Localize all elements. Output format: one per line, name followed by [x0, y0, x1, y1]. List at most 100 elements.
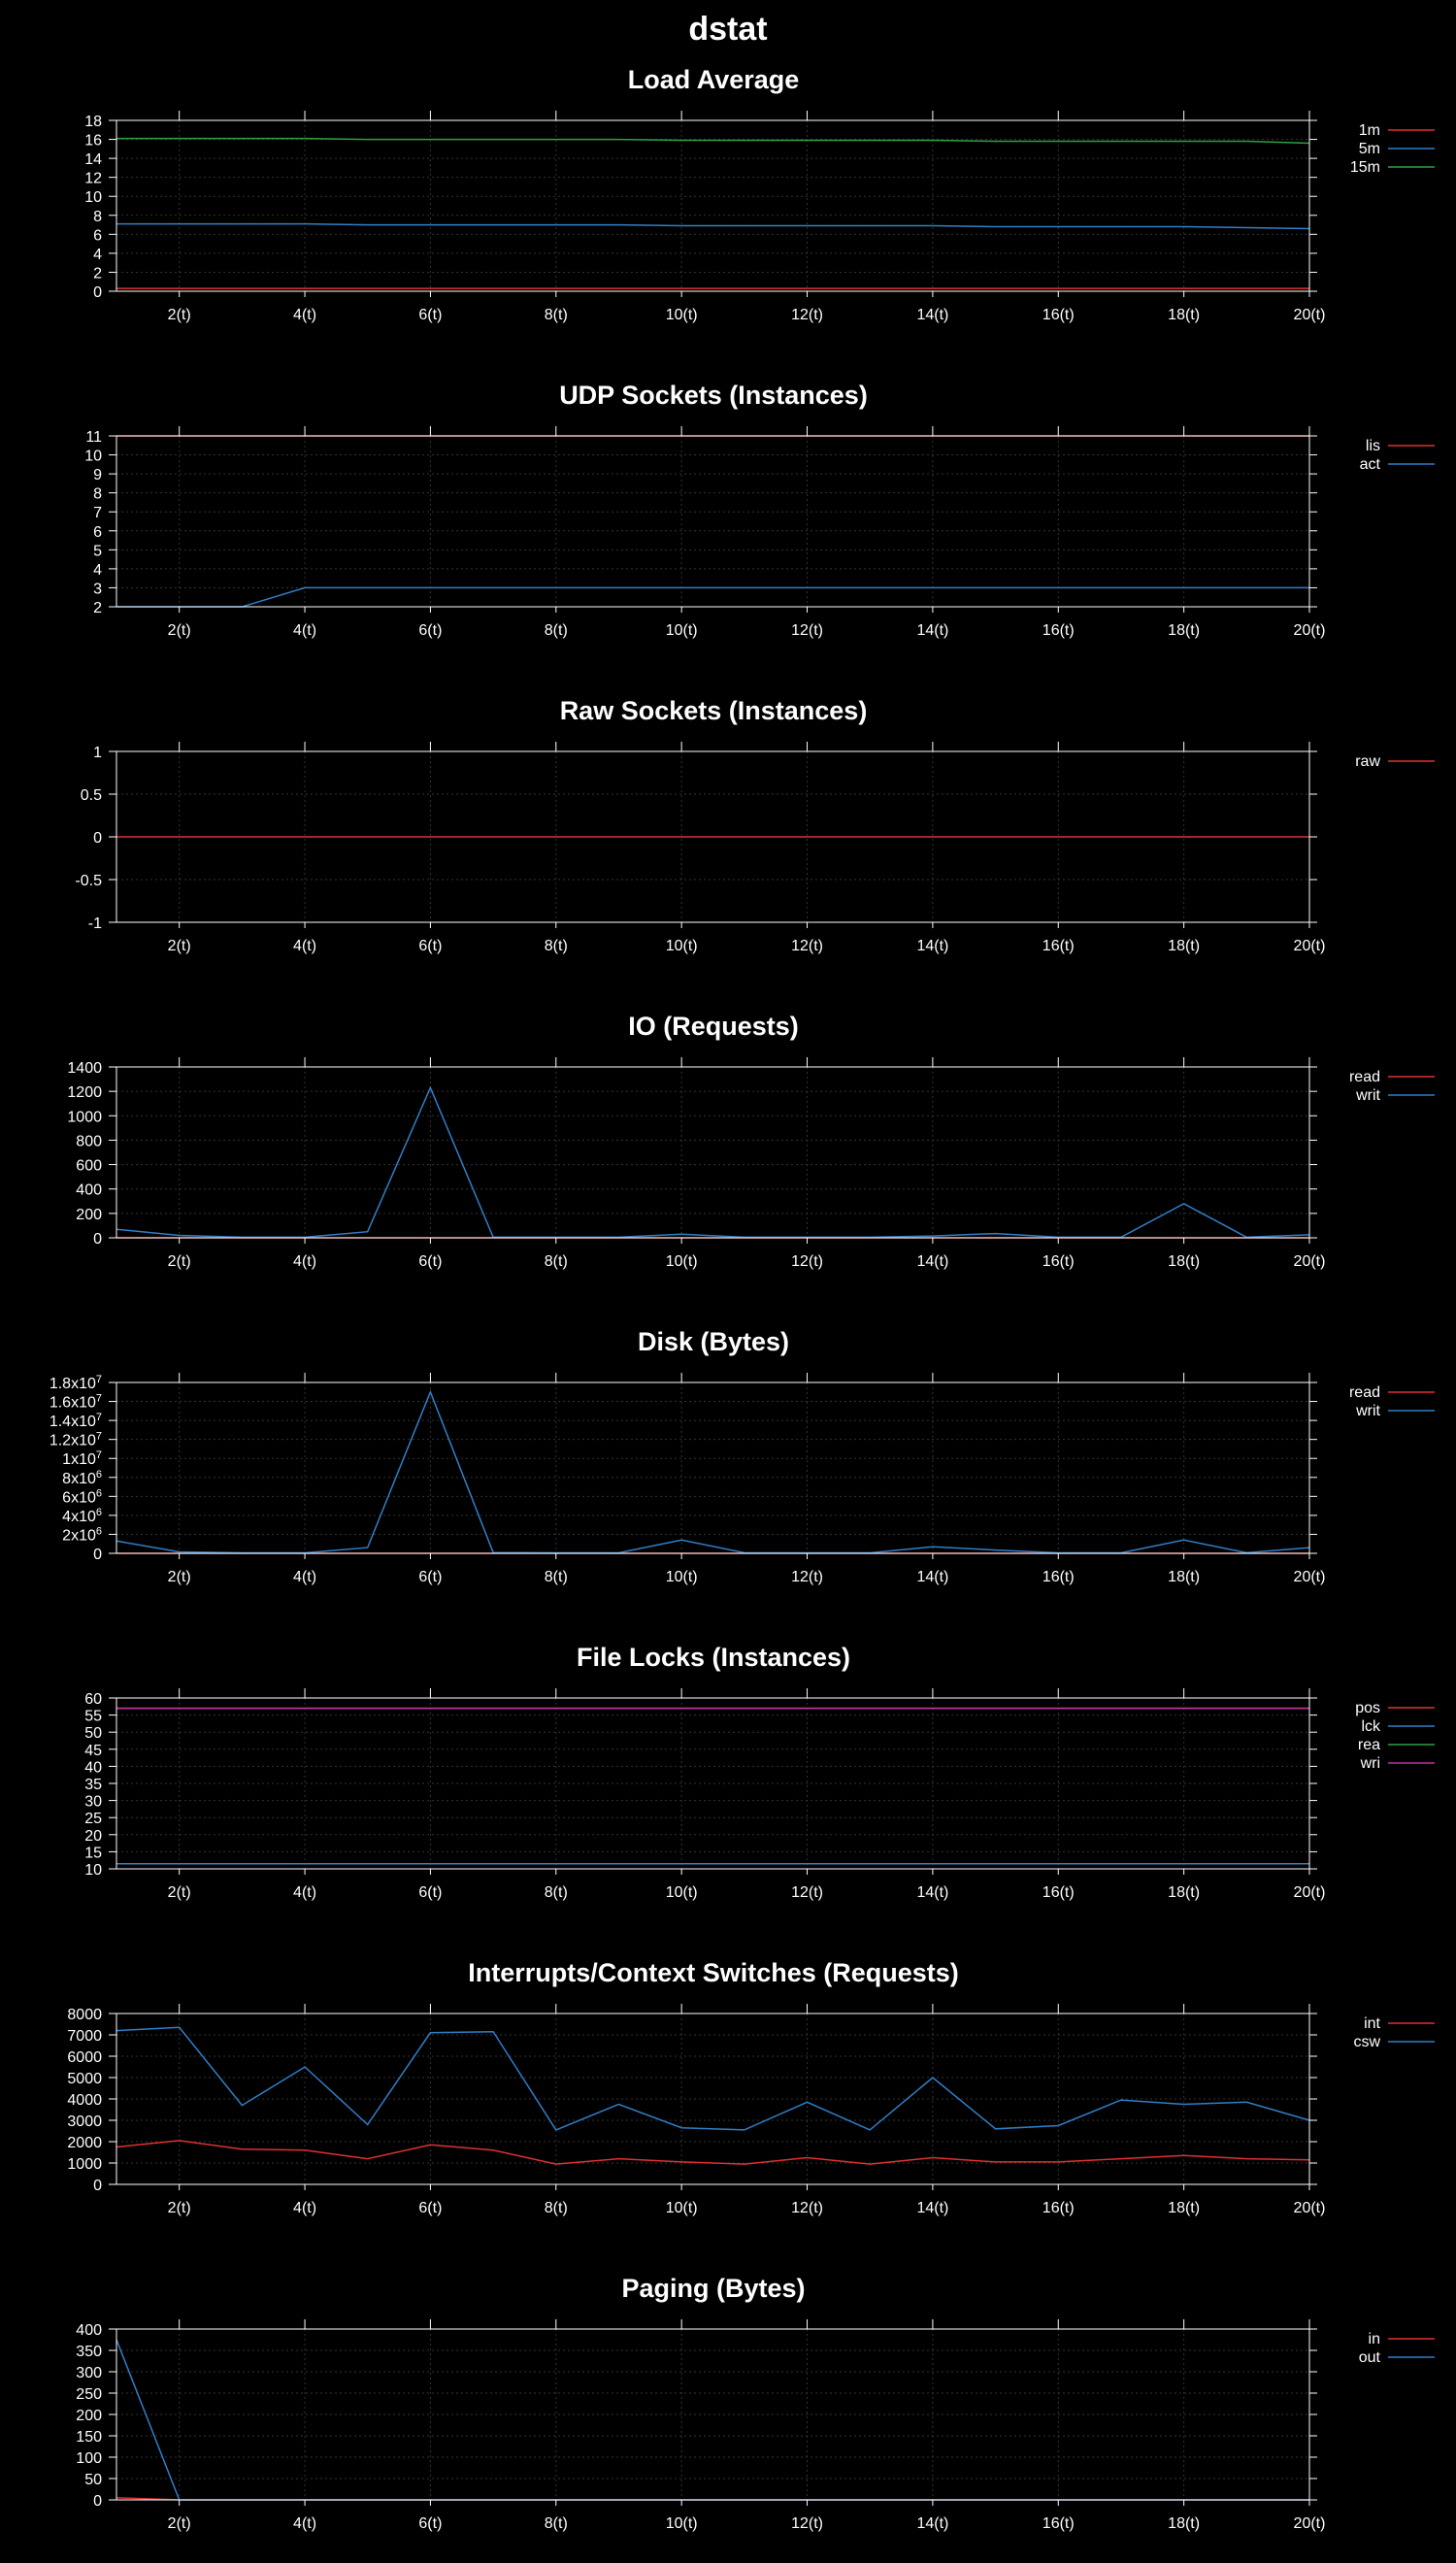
y-tick-label: 7000 — [67, 2028, 102, 2045]
x-tick-label: 6(t) — [418, 1884, 442, 1901]
legend-label-writ: writ — [1355, 1403, 1380, 1419]
legend-label-lis: lis — [1366, 438, 1380, 454]
chart-title: Disk (Bytes) — [638, 1327, 789, 1356]
page-title: dstat — [688, 11, 767, 48]
series-line-int — [116, 2140, 1310, 2165]
x-tick-label: 18(t) — [1168, 1884, 1200, 1901]
x-tick-label: 2(t) — [168, 307, 191, 323]
x-tick-label: 10(t) — [666, 2515, 698, 2532]
y-tick-label: 0 — [93, 2178, 102, 2194]
x-tick-label: 16(t) — [1042, 1569, 1075, 1585]
x-tick-label: 6(t) — [418, 622, 442, 639]
x-tick-label: 18(t) — [1168, 1569, 1200, 1585]
x-tick-label: 8(t) — [545, 622, 568, 639]
y-tick-label: 1 — [93, 745, 102, 761]
x-tick-label: 12(t) — [791, 1884, 823, 1901]
x-tick-label: 8(t) — [545, 1253, 568, 1270]
x-tick-label: 16(t) — [1042, 622, 1075, 639]
y-tick-label: 25 — [84, 1811, 102, 1827]
chart-title: Raw Sockets (Instances) — [560, 696, 868, 725]
y-tick-label: 60 — [84, 1691, 102, 1708]
legend-label-writ: writ — [1355, 1087, 1380, 1104]
x-tick-label: 12(t) — [791, 1569, 823, 1585]
y-tick-label: 10 — [84, 449, 102, 465]
y-tick-label: 45 — [84, 1743, 102, 1759]
x-tick-label: 12(t) — [791, 307, 823, 323]
plot-frame — [116, 119, 1310, 292]
x-tick-label: 14(t) — [916, 2515, 948, 2532]
y-tick-label: 6 — [93, 524, 102, 541]
y-tick-label: 30 — [84, 1794, 102, 1811]
y-tick-label: 7 — [93, 505, 102, 521]
legend-label-pos: pos — [1355, 1700, 1380, 1716]
y-tick-label: 8x106 — [62, 1469, 102, 1487]
x-tick-label: 18(t) — [1168, 2200, 1200, 2216]
y-tick-label: 8000 — [67, 2007, 102, 2023]
y-tick-label: 1200 — [67, 1084, 102, 1101]
x-tick-label: 8(t) — [545, 2515, 568, 2532]
chart-panel: UDP Sockets (Instances) 2(t) 4(t) 6(t) 8(t) 1… — [84, 381, 1435, 639]
x-tick-label: 10(t) — [666, 2200, 698, 2216]
x-tick-label: 2(t) — [168, 1569, 191, 1585]
y-tick-label: 16 — [84, 133, 102, 150]
y-tick-label: 100 — [76, 2450, 102, 2467]
x-tick-label: 6(t) — [418, 2515, 442, 2532]
x-tick-label: 20(t) — [1294, 2515, 1326, 2532]
x-tick-label: 2(t) — [168, 1884, 191, 1901]
x-tick-label: 20(t) — [1294, 1253, 1326, 1270]
x-tick-label: 18(t) — [1168, 307, 1200, 323]
y-tick-label: 350 — [76, 2344, 102, 2360]
y-tick-label: 1000 — [67, 2156, 102, 2173]
y-tick-label: 6 — [93, 227, 102, 244]
chart-title: Paging (Bytes) — [621, 2274, 805, 2303]
y-tick-label: 5 — [93, 543, 102, 559]
y-tick-label: 9 — [93, 467, 102, 483]
x-tick-label: 14(t) — [916, 1253, 948, 1270]
x-tick-label: 4(t) — [293, 307, 316, 323]
y-tick-label: 1400 — [67, 1060, 102, 1077]
chart-panel: IO (Requests) 2(t) 4(t) 6(t) 8(t) 10(t) 12(t) 1… — [67, 1012, 1435, 1270]
y-tick-label: 4000 — [67, 2092, 102, 2109]
y-tick-label: 14 — [84, 151, 102, 168]
y-tick-label: 250 — [76, 2386, 102, 2403]
series-line-writ — [116, 1085, 1310, 1239]
y-tick-label: 3 — [93, 581, 102, 597]
x-tick-label: 6(t) — [418, 1569, 442, 1585]
chart-panel: Disk (Bytes) 2(t) 4(t) 6(t) 8(t) 10(t) 12(t) 14… — [50, 1327, 1435, 1585]
x-tick-label: 6(t) — [418, 938, 442, 954]
legend-label-in: in — [1369, 2331, 1380, 2347]
y-tick-label: 35 — [84, 1777, 102, 1793]
y-tick-label: 6000 — [67, 2049, 102, 2066]
x-tick-label: 12(t) — [791, 2515, 823, 2532]
x-tick-label: 6(t) — [418, 1253, 442, 1270]
x-tick-label: 12(t) — [791, 622, 823, 639]
x-tick-label: 18(t) — [1168, 622, 1200, 639]
chart-title: File Locks (Instances) — [577, 1643, 850, 1672]
legend-label-read: read — [1349, 1384, 1380, 1401]
x-tick-label: 2(t) — [168, 938, 191, 954]
y-tick-label: 5000 — [67, 2071, 102, 2087]
y-tick-label: 40 — [84, 1759, 102, 1776]
x-tick-label: 8(t) — [545, 307, 568, 323]
x-tick-label: 20(t) — [1294, 307, 1326, 323]
y-tick-label: 1.6x107 — [50, 1393, 102, 1412]
y-tick-label: 1.4x107 — [50, 1412, 102, 1430]
series-line-act — [116, 586, 1309, 608]
y-tick-label: 20 — [84, 1828, 102, 1845]
x-tick-label: 4(t) — [293, 1884, 316, 1901]
y-tick-label: 0 — [93, 284, 102, 301]
chart-title: Load Average — [628, 65, 800, 94]
x-tick-label: 16(t) — [1042, 1884, 1075, 1901]
x-tick-label: 20(t) — [1294, 1569, 1326, 1585]
x-tick-label: 8(t) — [545, 2200, 568, 2216]
x-tick-label: 16(t) — [1042, 2200, 1075, 2216]
legend-label-wri: wri — [1360, 1755, 1380, 1772]
x-tick-label: 12(t) — [791, 938, 823, 954]
legend-label-15m: 15m — [1350, 159, 1380, 176]
legend-label-read: read — [1349, 1069, 1380, 1085]
y-tick-label: 200 — [76, 1207, 102, 1223]
legend-label-5m: 5m — [1359, 141, 1380, 157]
plot-frame — [116, 435, 1310, 608]
